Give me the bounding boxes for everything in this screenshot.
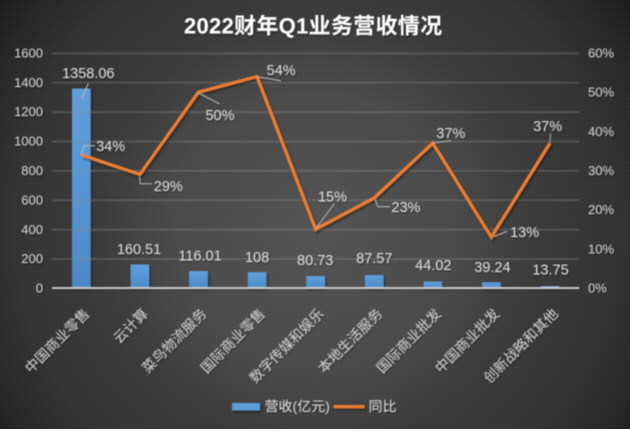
svg-text:13.75: 13.75 [532, 263, 568, 279]
svg-text:40%: 40% [588, 124, 614, 139]
svg-text:1400: 1400 [14, 75, 43, 90]
svg-text:30%: 30% [588, 163, 614, 178]
svg-text:15%: 15% [318, 190, 347, 206]
svg-text:50%: 50% [588, 85, 614, 100]
svg-text:50%: 50% [205, 108, 234, 124]
svg-text:1600: 1600 [14, 46, 43, 61]
svg-text:10%: 10% [588, 241, 614, 256]
svg-text:800: 800 [21, 163, 43, 178]
svg-text:20%: 20% [588, 202, 614, 217]
svg-text:400: 400 [21, 222, 43, 237]
svg-text:44.02: 44.02 [415, 258, 451, 274]
svg-text:34%: 34% [96, 139, 125, 155]
svg-text:87.57: 87.57 [356, 251, 392, 267]
svg-text:1200: 1200 [14, 104, 43, 119]
svg-text:108: 108 [245, 250, 269, 266]
svg-text:39.24: 39.24 [474, 260, 510, 276]
svg-text:116.01: 116.01 [178, 248, 221, 264]
svg-text:160.51: 160.51 [117, 242, 161, 258]
svg-text:54%: 54% [267, 63, 296, 79]
svg-text:60%: 60% [588, 46, 614, 61]
svg-text:1000: 1000 [14, 134, 43, 149]
svg-text:200: 200 [21, 251, 43, 266]
svg-text:0%: 0% [588, 281, 607, 296]
svg-text:29%: 29% [154, 179, 183, 195]
svg-text:1358.06: 1358.06 [62, 66, 114, 82]
svg-text:80.73: 80.73 [297, 253, 333, 269]
svg-text:23%: 23% [391, 200, 420, 216]
svg-text:37%: 37% [533, 119, 562, 135]
svg-text:13%: 13% [510, 225, 539, 241]
svg-text:37%: 37% [436, 126, 465, 142]
svg-text:0: 0 [36, 281, 43, 296]
svg-text:600: 600 [21, 192, 43, 207]
